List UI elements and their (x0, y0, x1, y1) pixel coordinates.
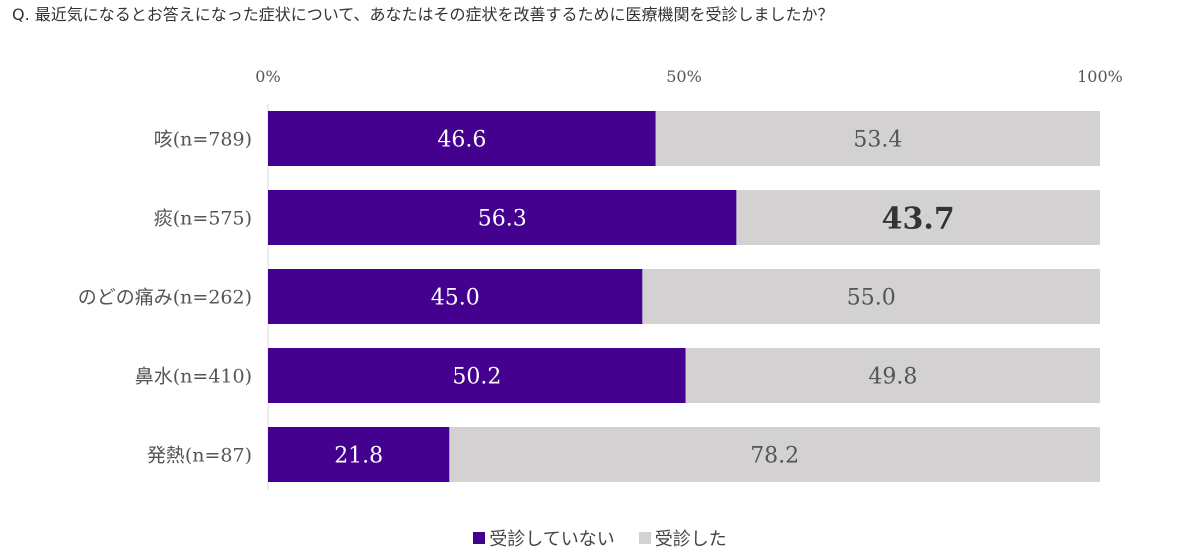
data-label: 78.2 (750, 444, 799, 469)
data-label: 55.0 (847, 286, 896, 311)
data-label: 49.8 (868, 365, 917, 390)
legend-item-visited: 受診した (638, 525, 727, 551)
x-tick-label: 100% (1077, 67, 1123, 86)
legend-swatch-not-visited (473, 532, 486, 544)
data-label: 56.3 (478, 207, 527, 232)
bar-segment-visited (642, 269, 1100, 324)
data-label: 50.2 (452, 365, 501, 390)
legend-item-not-visited: 受診していない (473, 525, 615, 551)
data-label: 21.8 (334, 444, 383, 469)
bar-segment-visited (736, 190, 1100, 245)
chart-legend: 受診していない 受診した (0, 524, 1200, 552)
data-label: 43.7 (882, 202, 955, 237)
data-label: 46.6 (437, 128, 486, 153)
bar-segment-not-visited (268, 348, 686, 403)
bar-segment-not-visited (268, 190, 737, 245)
bar-segment-visited (685, 348, 1100, 403)
legend-label-not-visited: 受診していない (489, 529, 615, 550)
category-label: 痰(n=575) (154, 208, 252, 230)
bar-segment-visited (449, 427, 1101, 482)
category-label: 鼻水(n=410) (135, 366, 252, 388)
bar-segment-not-visited (268, 269, 643, 324)
bar-segment-visited (655, 111, 1100, 166)
data-label: 53.4 (853, 128, 902, 153)
legend-swatch-visited (638, 532, 651, 544)
bar-segment-not-visited (268, 427, 450, 482)
category-label: 発熱(n=87) (147, 445, 252, 467)
data-label: 45.0 (431, 286, 480, 311)
question-title: Q. 最近気になるとお答えになった症状について、あなたはその症状を改善するために… (12, 5, 834, 24)
x-tick-label: 50% (666, 67, 702, 86)
category-label: のどの痛み(n=262) (78, 287, 252, 309)
x-tick-label: 0% (255, 67, 280, 86)
legend-label-visited: 受診した (654, 529, 727, 550)
bar-segment-not-visited (268, 111, 656, 166)
category-label: 咳(n=789) (154, 129, 252, 151)
